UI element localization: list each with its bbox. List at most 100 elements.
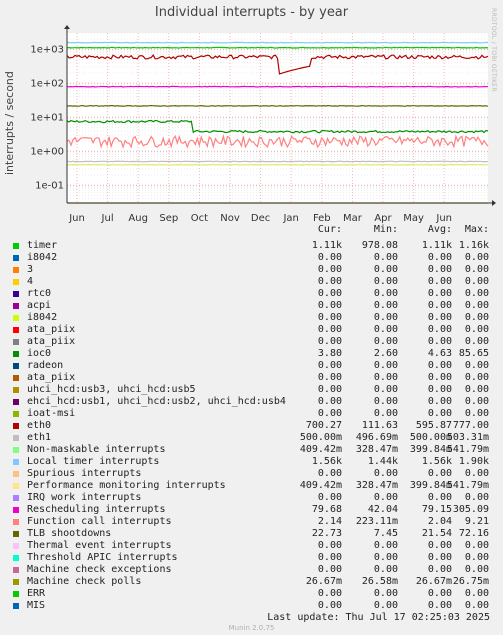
legend-value-avg: 0.00 bbox=[427, 324, 452, 335]
legend-value-avg: 0.00 bbox=[427, 396, 452, 407]
legend-series-name: MIS bbox=[27, 600, 46, 611]
legend-swatch bbox=[13, 543, 19, 549]
legend-value-min: 223.11m bbox=[355, 516, 398, 527]
legend-value-max: 26.75m bbox=[452, 576, 489, 587]
legend-value-max: 0.00 bbox=[464, 552, 489, 563]
x-tick-label: Aug bbox=[128, 213, 148, 224]
last-update: Last update: Thu Jul 17 02:25:03 2025 bbox=[267, 612, 490, 623]
legend-swatch bbox=[13, 387, 19, 393]
legend-value-cur: 0.00 bbox=[317, 312, 342, 323]
legend-row: acpi 0.00 0.00 0.00 0.00 bbox=[0, 300, 503, 312]
legend-value-min: 0.00 bbox=[373, 588, 398, 599]
x-tick-label: Jul bbox=[101, 213, 114, 224]
legend-value-max: 305.09 bbox=[452, 504, 489, 515]
legend-row: TLB shootdowns 22.73 7.45 21.54 72.16 bbox=[0, 528, 503, 540]
legend-series-name: acpi bbox=[27, 300, 52, 311]
legend-value-avg: 0.00 bbox=[427, 360, 452, 371]
x-tick-label: Jun bbox=[68, 213, 85, 224]
legend-value-avg: 0.00 bbox=[427, 252, 452, 263]
legend-swatch bbox=[13, 315, 19, 321]
legend-series-name: ata_piix bbox=[27, 336, 76, 347]
legend-row: rtc0 0.00 0.00 0.00 0.00 bbox=[0, 288, 503, 300]
legend-value-cur: 0.00 bbox=[317, 372, 342, 383]
legend-value-avg: 0.00 bbox=[427, 564, 452, 575]
legend-row: ERR 0.00 0.00 0.00 0.00 bbox=[0, 588, 503, 600]
legend-value-avg: 0.00 bbox=[427, 336, 452, 347]
legend-value-cur: 0.00 bbox=[317, 384, 342, 395]
legend-value-min: 2.60 bbox=[373, 348, 398, 359]
x-tick-label: May bbox=[403, 213, 424, 224]
series-line bbox=[66, 54, 489, 75]
legend-value-min: 0.00 bbox=[373, 360, 398, 371]
legend-series-name: ata_piix bbox=[27, 324, 76, 335]
legend-value-min: 0.00 bbox=[373, 264, 398, 275]
legend-swatch bbox=[13, 495, 19, 501]
legend-value-max: 1.16k bbox=[458, 240, 489, 251]
legend-value-min: 0.00 bbox=[373, 384, 398, 395]
legend-value-cur: 0.00 bbox=[317, 492, 342, 503]
series-line bbox=[66, 134, 489, 149]
legend-row: ata_piix 0.00 0.00 0.00 0.00 bbox=[0, 336, 503, 348]
y-axis-arrow bbox=[64, 25, 70, 29]
legend-col-cur: Cur: bbox=[317, 224, 342, 235]
legend-value-cur: 0.00 bbox=[317, 540, 342, 551]
legend-series-name: TLB shootdowns bbox=[27, 528, 112, 539]
legend-swatch bbox=[13, 471, 19, 477]
legend-swatch bbox=[13, 579, 19, 585]
x-tick-label: Sep bbox=[159, 213, 178, 224]
legend-value-max: 541.79m bbox=[446, 480, 489, 491]
legend-value-max: 0.00 bbox=[464, 312, 489, 323]
legend-series-name: Performance monitoring interrupts bbox=[27, 480, 226, 491]
legend-value-cur: 79.68 bbox=[311, 504, 342, 515]
legend-value-avg: 0.00 bbox=[427, 468, 452, 479]
legend-col-min: Min: bbox=[373, 224, 398, 235]
legend-value-cur: 700.27 bbox=[305, 420, 342, 431]
legend-col-max: Max: bbox=[464, 224, 489, 235]
legend-value-avg: 0.00 bbox=[427, 264, 452, 275]
legend-swatch bbox=[13, 243, 19, 249]
plot-area: Jun Jul Aug Sep Oct Nov Dec Jan Feb Mar Apr May Jun 1… bbox=[30, 25, 496, 224]
legend-value-cur: 409.42m bbox=[299, 480, 342, 491]
legend-value-max: 0.00 bbox=[464, 264, 489, 275]
legend-row: i8042 0.00 0.00 0.00 0.00 bbox=[0, 312, 503, 324]
legend-col-avg: Avg: bbox=[427, 224, 452, 235]
legend-value-max: 1.90k bbox=[458, 456, 489, 467]
legend-series-name: Thermal event interrupts bbox=[27, 540, 172, 551]
legend-series-name: radeon bbox=[27, 360, 64, 371]
legend-value-cur: 0.00 bbox=[317, 564, 342, 575]
legend-value-avg: 399.84m bbox=[409, 444, 452, 455]
series-line bbox=[66, 160, 489, 163]
legend-value-avg: 1.56k bbox=[421, 456, 452, 467]
legend-row: Spurious interrupts 0.00 0.00 0.00 0.00 bbox=[0, 468, 503, 480]
legend-value-max: 0.00 bbox=[464, 384, 489, 395]
legend-swatch bbox=[13, 435, 19, 441]
legend-value-max: 0.00 bbox=[464, 360, 489, 371]
legend-value-avg: 1.11k bbox=[421, 240, 452, 251]
legend-value-cur: 3.80 bbox=[317, 348, 342, 359]
legend-row: ehci_hcd:usb1, uhci_hcd:usb2, uhci_hcd:u… bbox=[0, 396, 503, 408]
legend-row: timer 1.11k 978.08 1.11k 1.16k bbox=[0, 240, 503, 252]
legend-value-min: 0.00 bbox=[373, 408, 398, 419]
legend-swatch bbox=[13, 399, 19, 405]
x-tick-label: Apr bbox=[374, 213, 392, 224]
legend-series-name: uhci_hcd:usb3, uhci_hcd:usb5 bbox=[27, 384, 196, 395]
legend-value-avg: 21.54 bbox=[421, 528, 452, 539]
legend-value-avg: 0.00 bbox=[427, 540, 452, 551]
legend-value-cur: 0.00 bbox=[317, 288, 342, 299]
legend-value-cur: 0.00 bbox=[317, 396, 342, 407]
legend-value-avg: 0.00 bbox=[427, 312, 452, 323]
legend-value-max: 503.31m bbox=[446, 432, 489, 443]
legend-series-name: rtc0 bbox=[27, 288, 52, 299]
legend-value-min: 0.00 bbox=[373, 540, 398, 551]
legend-value-avg: 0.00 bbox=[427, 300, 452, 311]
legend-row: ioat-msi 0.00 0.00 0.00 0.00 bbox=[0, 408, 503, 420]
legend-swatch bbox=[13, 447, 19, 453]
legend-swatch bbox=[13, 255, 19, 261]
legend-swatch bbox=[13, 279, 19, 285]
legend-swatch bbox=[13, 411, 19, 417]
series-line bbox=[66, 46, 489, 49]
series-line bbox=[66, 41, 489, 44]
legend-swatch bbox=[13, 423, 19, 429]
legend-value-min: 26.58m bbox=[361, 576, 398, 587]
legend-value-min: 0.00 bbox=[373, 336, 398, 347]
